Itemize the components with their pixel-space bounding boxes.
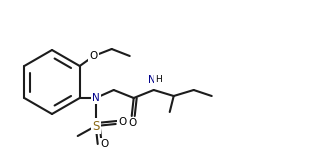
Text: O: O xyxy=(129,118,137,128)
Text: N: N xyxy=(92,93,100,103)
Text: O: O xyxy=(118,117,127,127)
Text: S: S xyxy=(92,120,100,133)
Text: N: N xyxy=(148,75,155,85)
Text: H: H xyxy=(155,75,162,84)
Text: O: O xyxy=(100,139,109,149)
Text: O: O xyxy=(90,51,98,61)
